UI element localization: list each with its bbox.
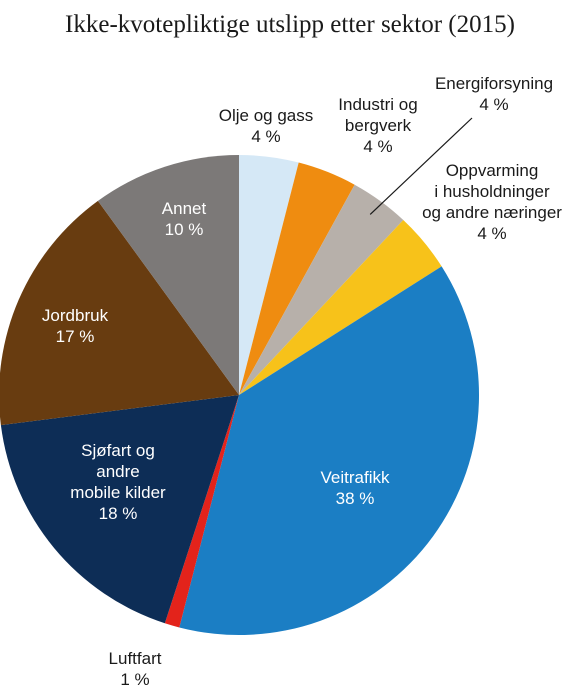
slice-label-jordbruk: Jordbruk 17 %: [42, 306, 109, 346]
pie-slice-sjofart: [0, 395, 240, 624]
slice-label-industri: Industri og bergverk 4 %: [338, 95, 417, 156]
slice-label-veitrafikk: Veitrafikk 38 %: [321, 468, 390, 508]
pie-slice-energi: [239, 184, 404, 395]
slice-label-oppvarming: Oppvarming i husholdninger og andre næring…: [422, 161, 562, 243]
pie-slice-luftfart: [164, 395, 239, 628]
slice-label-sjofart: Sjøfart og andre mobile kilder 18 %: [70, 441, 166, 523]
slice-label-annet: Annet 10 %: [162, 199, 207, 239]
pie-slice-annet: [97, 155, 240, 395]
pie-slice-industri: [239, 162, 355, 395]
slice-labels: Olje og gass 4 % Industri og bergverk 4 % Ene…: [42, 74, 562, 689]
leader-line-energi: [369, 117, 473, 215]
slice-label-luftfart: Luftfart 1 %: [109, 649, 162, 689]
slice-label-olje: Olje og gass 4 %: [219, 106, 314, 146]
slice-label-energi: Energiforsyning 4 %: [435, 74, 553, 114]
pie-slices: [0, 155, 480, 636]
pie-slice-jordbruk: [0, 200, 239, 426]
pie-slice-olje: [239, 155, 299, 395]
pie-slice-oppvarming: [239, 220, 442, 395]
leader-lines: [369, 117, 473, 215]
chart-title: Ikke-kvotepliktige utslipp etter sektor …: [65, 11, 515, 38]
pie-slice-veitrafikk: [179, 266, 480, 636]
